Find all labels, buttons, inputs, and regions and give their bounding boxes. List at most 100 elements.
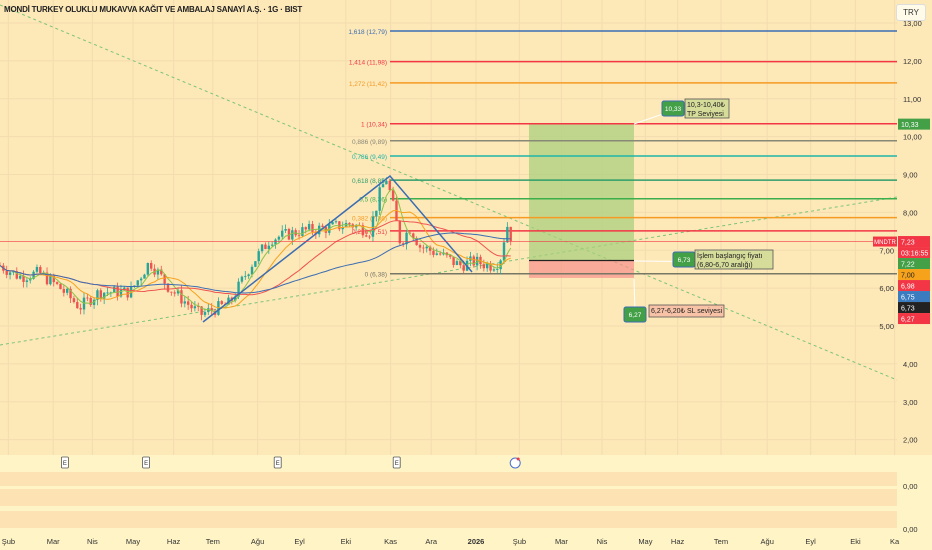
earnings-event-icon bbox=[142, 456, 151, 469]
candle-body bbox=[170, 291, 173, 293]
fib-level-label: 1,618 (12,79) bbox=[348, 29, 387, 36]
y-tick-label: 12,00 bbox=[903, 57, 922, 66]
candle-body bbox=[307, 224, 311, 230]
ma-line-short bbox=[0, 187, 512, 313]
annotation-text: 6,27-6,20₺ SL seviyesi bbox=[651, 307, 723, 315]
candle-body bbox=[318, 225, 321, 235]
annotation-box bbox=[648, 304, 725, 318]
candle-body bbox=[150, 262, 153, 269]
candle-body bbox=[492, 269, 496, 271]
candle-body bbox=[506, 226, 509, 243]
candle-body bbox=[18, 275, 22, 279]
price-badge-label: 6,98 bbox=[901, 284, 915, 291]
candle-body bbox=[462, 265, 465, 271]
earnings-event-label: E bbox=[395, 461, 399, 467]
candle-body bbox=[375, 210, 378, 217]
price-badge bbox=[898, 269, 930, 281]
candle-body bbox=[200, 306, 203, 315]
candle-body bbox=[210, 308, 213, 311]
earnings-event-icon bbox=[61, 456, 69, 469]
x-tick-label: May bbox=[126, 537, 140, 546]
candle-body bbox=[341, 227, 344, 230]
fib-level-label: 0,236 (7,51) bbox=[352, 229, 387, 236]
candle-body bbox=[385, 180, 388, 185]
symbol-badge bbox=[873, 236, 897, 247]
x-tick-label: Ağu bbox=[251, 537, 264, 546]
candle-body bbox=[146, 262, 150, 275]
fib-level-label: 0,618 (8,85) bbox=[352, 178, 387, 185]
candle-body bbox=[123, 287, 126, 290]
candle-body bbox=[160, 269, 163, 275]
candle-body bbox=[193, 306, 197, 309]
candle-body bbox=[438, 253, 442, 255]
earnings-event-label: E bbox=[63, 461, 67, 467]
candle-body bbox=[264, 244, 267, 249]
candle-body bbox=[452, 256, 455, 266]
stop-loss-zone bbox=[529, 260, 634, 278]
candle-body bbox=[227, 297, 230, 305]
x-tick-label: Eki bbox=[341, 537, 352, 546]
candle-body bbox=[291, 230, 294, 240]
candle-body bbox=[109, 292, 113, 294]
candle-body bbox=[197, 306, 200, 308]
annotation-badge bbox=[661, 100, 685, 117]
candle-body bbox=[405, 232, 408, 245]
candle-body bbox=[244, 276, 247, 277]
annotation-text: İşlem başlangıç fiyatı bbox=[697, 251, 762, 260]
candle-body bbox=[435, 253, 438, 255]
x-tick-label: Ağu bbox=[761, 537, 774, 546]
candle-body bbox=[32, 271, 35, 279]
x-tick-label: Mar bbox=[555, 537, 568, 546]
dividend-dot-icon bbox=[516, 457, 520, 461]
candle-body bbox=[39, 266, 42, 274]
candle-body bbox=[163, 274, 166, 284]
ma-line-mid bbox=[0, 209, 511, 309]
candle-body bbox=[331, 222, 334, 225]
annotation-text: 10,3-10,40₺ bbox=[687, 101, 725, 109]
chart-title: MONDİ TURKEY OLUKLU MUKAVVA KAĞIT VE AMB… bbox=[4, 5, 303, 14]
candle-body bbox=[180, 290, 183, 304]
fib-level-label: 0,5 (8,36) bbox=[359, 197, 387, 204]
x-tick-label: Haz bbox=[671, 537, 685, 546]
candle-body bbox=[22, 275, 25, 282]
candle-body bbox=[408, 232, 412, 234]
price-badge-label: 10,33 bbox=[901, 122, 919, 129]
candle-body bbox=[496, 269, 499, 270]
ma-line-longest bbox=[0, 232, 511, 294]
candle-body bbox=[45, 272, 49, 285]
candle-body bbox=[297, 235, 301, 237]
candle-body bbox=[136, 280, 139, 286]
candle-body bbox=[348, 222, 351, 225]
candle-body bbox=[459, 261, 462, 266]
annotation-text: (6,80-6,70 aralığı) bbox=[697, 262, 753, 269]
candle-body bbox=[25, 280, 29, 282]
x-tick-label: Tem bbox=[206, 537, 220, 546]
candle-body bbox=[398, 220, 402, 244]
candle-body bbox=[133, 285, 136, 287]
candle-body bbox=[8, 272, 12, 275]
currency-button[interactable]: TRY bbox=[896, 4, 926, 21]
candle-body bbox=[186, 301, 190, 305]
candle-body bbox=[475, 256, 479, 266]
x-tick-label: Mar bbox=[47, 537, 60, 546]
candle-body bbox=[321, 225, 324, 228]
price-badge bbox=[898, 118, 930, 130]
candle-body bbox=[287, 229, 291, 240]
candle-body bbox=[260, 244, 264, 252]
candle-body bbox=[55, 282, 59, 284]
candle-body bbox=[183, 301, 186, 304]
price-badge bbox=[898, 302, 930, 314]
candle-body bbox=[277, 236, 281, 240]
y-tick-label: 11,00 bbox=[903, 95, 921, 104]
candle-body bbox=[402, 243, 405, 245]
price-badge-label: 6,75 bbox=[901, 295, 915, 302]
candle-body bbox=[270, 244, 274, 246]
candle-body bbox=[15, 271, 18, 279]
x-tick-label: Şub bbox=[2, 537, 15, 546]
candle-body bbox=[240, 276, 244, 282]
candle-body bbox=[247, 274, 250, 277]
price-badge-label: 03:16:55 bbox=[901, 251, 928, 258]
indicator-band bbox=[0, 489, 897, 506]
candle-body bbox=[371, 216, 375, 237]
